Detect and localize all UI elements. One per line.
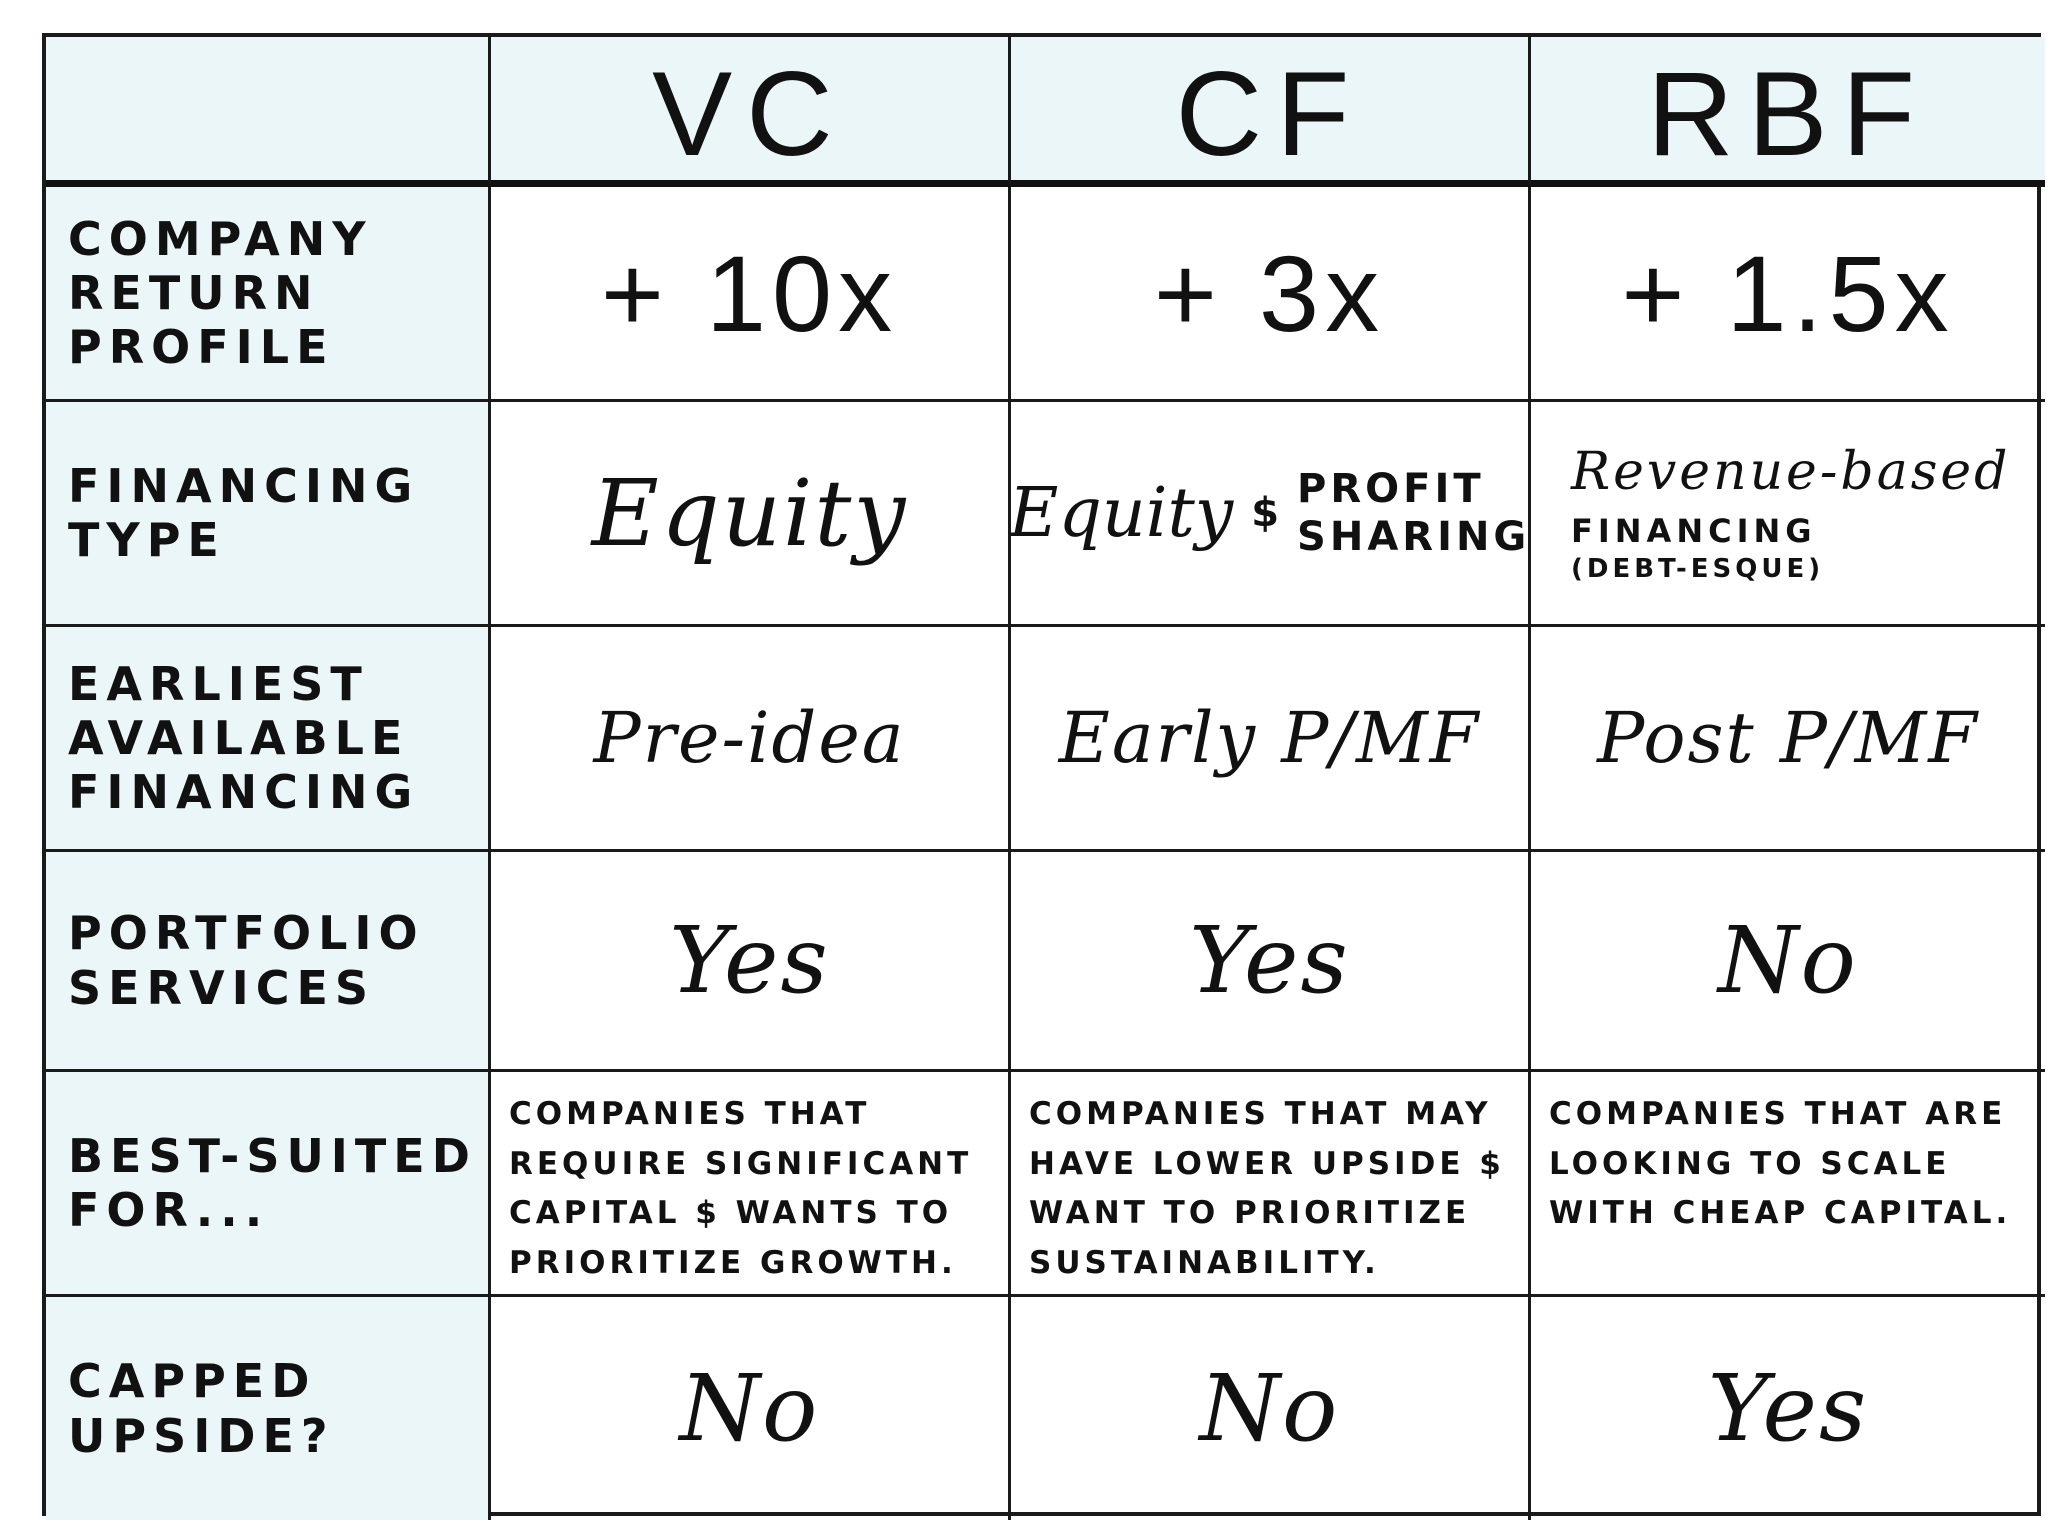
return-value: + 1.5x bbox=[1621, 232, 1955, 354]
ampersand-symbol: $ bbox=[1251, 490, 1280, 536]
best-suited-text: Companies that are looking to scale with… bbox=[1549, 1096, 2012, 1232]
cell-vc-best-suited: Companies that require significant capit… bbox=[491, 1072, 1011, 1297]
cell-rbf-financing: Revenue-based Financing (Debt-esque) bbox=[1531, 402, 2045, 627]
row-label-portfolio-services: Portfolio Services bbox=[46, 852, 491, 1072]
row-label-text: Portfolio Services bbox=[68, 906, 425, 1015]
financing-extra: Profit Sharing bbox=[1297, 466, 1531, 560]
cell-vc-earliest: Pre-idea bbox=[491, 627, 1011, 852]
earliest-value: Pre-idea bbox=[593, 697, 906, 779]
rbf-financing-group: Revenue-based Financing (Debt-esque) bbox=[1571, 442, 2010, 584]
column-header-rbf: RBF bbox=[1531, 37, 2045, 187]
column-header-label: RBF bbox=[1647, 46, 1929, 181]
row-label-best-suited: Best-Suited For... bbox=[46, 1072, 491, 1297]
financing-value: Equity bbox=[591, 459, 908, 567]
row-label-text: Company Return Profile bbox=[68, 211, 373, 375]
portfolio-value: Yes bbox=[669, 907, 830, 1014]
row-label-financing-type: Financing Type bbox=[46, 402, 491, 627]
cell-cf-financing: Equity $ Profit Sharing bbox=[1011, 402, 1531, 627]
row-label-capped-upside: Capped Upside? bbox=[46, 1297, 491, 1520]
return-value: + 10x bbox=[600, 232, 899, 354]
financing-value: Revenue-based bbox=[1571, 442, 2011, 502]
comparison-table: VC CF RBF Company Return Profile + 10x +… bbox=[42, 33, 2045, 1520]
earliest-value: Early P/MF bbox=[1058, 697, 1481, 779]
cell-cf-capped: No bbox=[1011, 1297, 1531, 1520]
cell-rbf-return: + 1.5x bbox=[1531, 187, 2045, 402]
column-header-vc: VC bbox=[491, 37, 1011, 187]
cell-cf-return: + 3x bbox=[1011, 187, 1531, 402]
earliest-value: Post P/MF bbox=[1597, 697, 1979, 779]
cell-vc-financing: Equity bbox=[491, 402, 1011, 627]
row-label-text: Earliest Available Financing bbox=[68, 656, 420, 820]
capped-value: Yes bbox=[1707, 1355, 1869, 1462]
cell-cf-portfolio: Yes bbox=[1011, 852, 1531, 1072]
row-label-text: Best-Suited For... bbox=[68, 1128, 477, 1237]
column-header-cf: CF bbox=[1011, 37, 1531, 187]
best-suited-text: Companies that may have lower upside $ w… bbox=[1029, 1096, 1505, 1281]
return-value: + 3x bbox=[1153, 232, 1386, 354]
portfolio-value: No bbox=[1718, 907, 1858, 1014]
capped-value: No bbox=[1199, 1355, 1340, 1462]
corner-cell bbox=[46, 37, 491, 187]
financing-value: Equity bbox=[1011, 473, 1234, 553]
row-label-earliest-financing: Earliest Available Financing bbox=[46, 627, 491, 852]
financing-line2: Financing bbox=[1571, 512, 1817, 550]
capped-value: No bbox=[679, 1355, 820, 1462]
column-header-label: CF bbox=[1175, 46, 1364, 181]
best-suited-text: Companies that require significant capit… bbox=[509, 1096, 973, 1281]
row-label-text: Financing Type bbox=[68, 458, 420, 567]
financing-line3: (Debt-esque) bbox=[1571, 554, 1825, 584]
portfolio-value: Yes bbox=[1189, 907, 1350, 1014]
cell-vc-return: + 10x bbox=[491, 187, 1011, 402]
cell-rbf-capped: Yes bbox=[1531, 1297, 2045, 1520]
cell-cf-earliest: Early P/MF bbox=[1011, 627, 1531, 852]
cell-rbf-portfolio: No bbox=[1531, 852, 2045, 1072]
cell-vc-portfolio: Yes bbox=[491, 852, 1011, 1072]
cell-rbf-earliest: Post P/MF bbox=[1531, 627, 2045, 852]
cell-cf-best-suited: Companies that may have lower upside $ w… bbox=[1011, 1072, 1531, 1297]
column-header-label: VC bbox=[652, 46, 847, 181]
cell-vc-capped: No bbox=[491, 1297, 1011, 1520]
row-label-text: Capped Upside? bbox=[68, 1354, 335, 1463]
row-label-return-profile: Company Return Profile bbox=[46, 187, 491, 402]
cell-rbf-best-suited: Companies that are looking to scale with… bbox=[1531, 1072, 2045, 1297]
cf-financing-group: Equity $ Profit Sharing bbox=[1011, 465, 1531, 561]
